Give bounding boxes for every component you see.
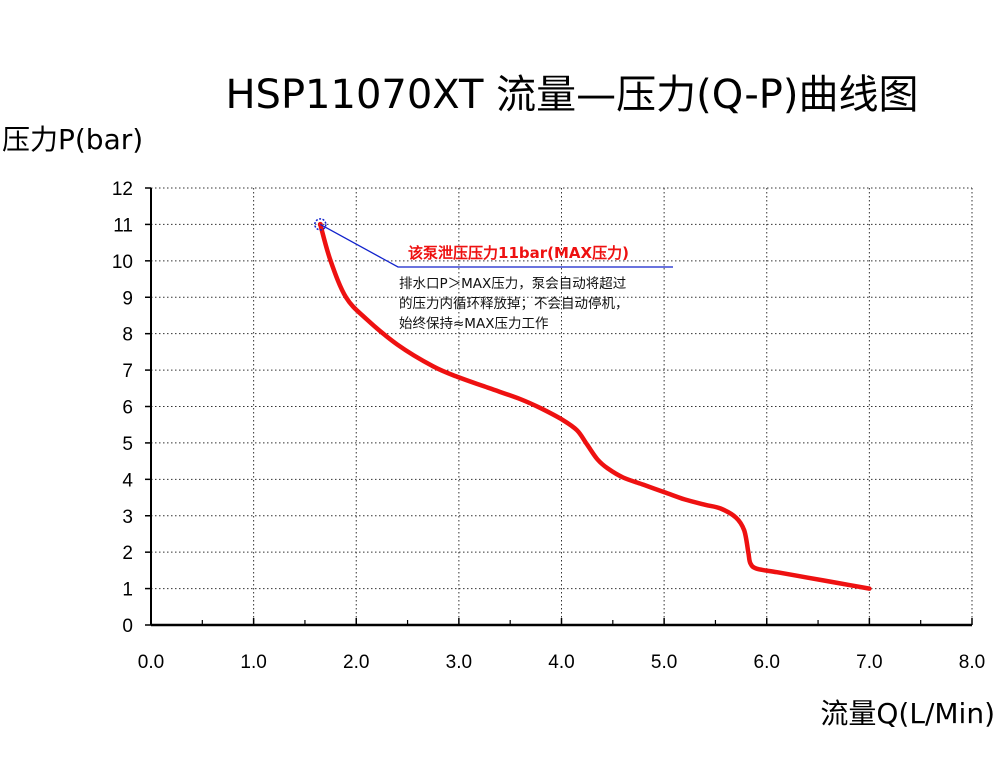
x-tick-label: 5.0 <box>651 652 677 673</box>
series-layer <box>318 222 872 591</box>
x-tick-label: 7.0 <box>856 652 882 673</box>
annotation-line: 排水口P＞MAX压力，泵会自动将超过 <box>399 276 627 292</box>
axes <box>145 187 973 627</box>
annotation: 该泵泄压压力11bar(MAX压力) 排水口P＞MAX压力，泵会自动将超过 的压… <box>314 218 673 332</box>
y-tick-label: 8 <box>122 325 133 346</box>
y-tick-label: 0 <box>122 616 133 637</box>
x-tick-label: 8.0 <box>959 652 985 673</box>
flow-pressure-curve <box>318 222 872 591</box>
max-pressure-marker <box>314 218 327 231</box>
y-tick-label: 5 <box>122 434 133 455</box>
y-tick-label: 6 <box>122 398 133 419</box>
annotation-line: 的压力内循环释放掉；不会自动停机， <box>399 295 629 312</box>
x-tick-label: 1.0 <box>240 652 266 673</box>
chart-title: HSP11070XT 流量—压力(Q-P)曲线图 <box>225 72 918 118</box>
x-tick-label: 4.0 <box>548 652 574 673</box>
y-tick-label: 2 <box>122 543 133 564</box>
x-tick-label: 6.0 <box>754 652 780 673</box>
y-tick-label: 10 <box>112 252 133 273</box>
y-axis-title: 压力P(bar) <box>2 123 143 156</box>
grid <box>151 187 973 625</box>
annotation-leader-line <box>320 223 673 268</box>
y-tick-label: 12 <box>112 179 133 200</box>
y-tick-label: 1 <box>122 580 133 601</box>
annotation-heading: 该泵泄压压力11bar(MAX压力) <box>408 244 629 262</box>
y-tick-label: 11 <box>113 215 133 236</box>
annotation-line: 始终保持≈MAX压力工作 <box>399 316 548 332</box>
x-tick-label: 0.0 <box>138 652 164 673</box>
y-tick-label: 4 <box>122 470 133 491</box>
x-axis-title: 流量Q(L/Min) <box>820 697 995 730</box>
y-tick-label: 3 <box>122 507 133 528</box>
y-tick-label: 7 <box>122 361 133 382</box>
x-tick-label: 3.0 <box>446 652 472 673</box>
x-tick-label: 2.0 <box>343 652 369 673</box>
y-tick-label: 9 <box>122 288 133 309</box>
